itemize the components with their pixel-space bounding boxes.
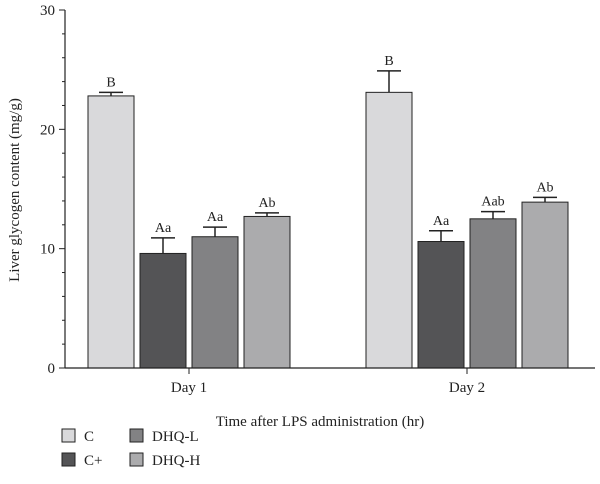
x-axis-title: Time after LPS administration (hr)	[216, 414, 425, 430]
bars: B Aa Aa Ab B Aa Aab Ab	[87, 54, 569, 369]
significance-label: Ab	[258, 196, 275, 211]
y-tick-label: 10	[40, 242, 55, 258]
significance-label: Ab	[536, 180, 553, 195]
bar	[87, 95, 135, 369]
axes	[64, 10, 595, 369]
legend-label: C+	[84, 453, 102, 469]
significance-label: B	[384, 54, 393, 69]
x-tick-label: Day 1	[171, 380, 207, 396]
bar	[191, 236, 239, 369]
legend-item: C+	[61, 452, 102, 469]
legend-label: DHQ-H	[152, 453, 200, 469]
significance-label: Aa	[207, 210, 224, 225]
legend-item: DHQ-H	[129, 452, 200, 469]
y-tick-label: 0	[48, 361, 56, 377]
legend-item: C	[61, 428, 94, 445]
bar	[243, 215, 291, 369]
legend-swatch	[129, 452, 144, 467]
y-tick-label: 20	[40, 122, 55, 138]
bar	[469, 218, 517, 369]
bar	[139, 252, 187, 369]
significance-label: Aa	[155, 221, 172, 236]
y-axis-ticks: 0 10 20 30	[40, 3, 65, 377]
legend-swatch	[61, 428, 76, 443]
legend-item: DHQ-L	[129, 428, 199, 445]
x-axis-category-labels: Day 1 Day 2	[171, 368, 485, 396]
bar	[417, 241, 465, 369]
legend-swatch	[129, 428, 144, 443]
legend: C C+ DHQ-L DHQ-H	[61, 428, 200, 469]
legend-label: DHQ-L	[152, 429, 199, 445]
significance-label: Aa	[433, 214, 450, 229]
legend-label: C	[84, 429, 94, 445]
significance-label: B	[106, 75, 115, 90]
legend-swatch	[61, 452, 76, 467]
x-tick-label: Day 2	[449, 380, 485, 396]
significance-label: Aab	[481, 195, 504, 210]
bar	[521, 201, 569, 369]
bar	[365, 91, 413, 369]
y-axis-title: Liver glycogen content (mg/g)	[7, 98, 23, 282]
y-tick-label: 30	[40, 3, 55, 19]
